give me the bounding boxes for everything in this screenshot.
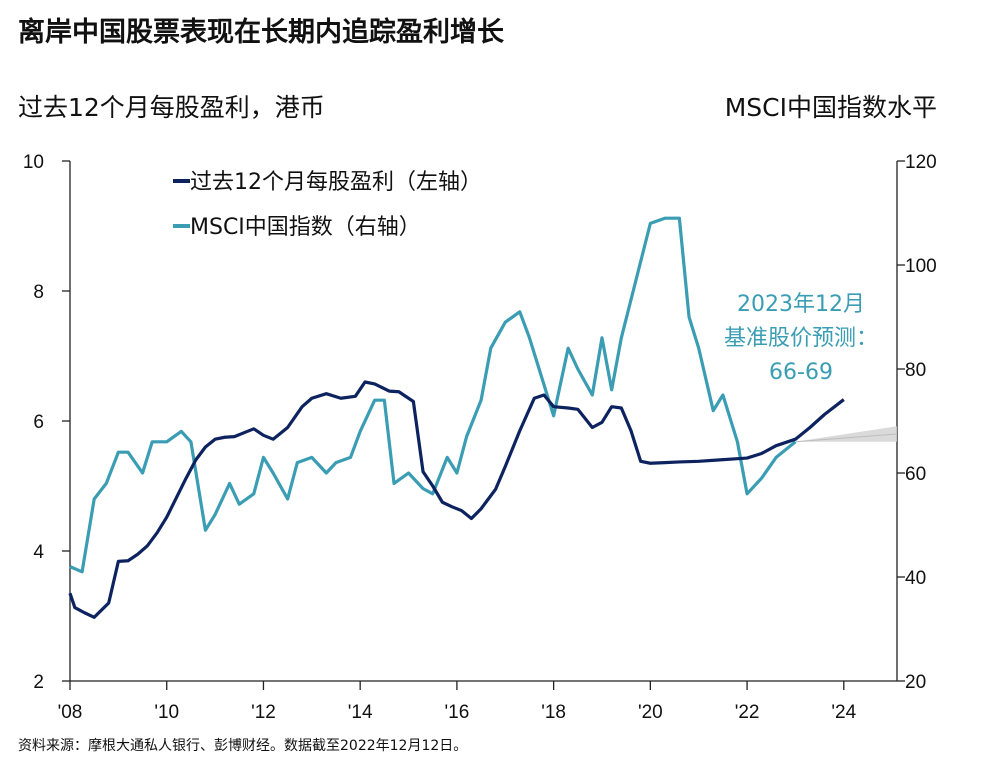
- left-tick-label: 10: [23, 152, 44, 173]
- x-tick-label: '20: [638, 702, 663, 723]
- x-tick-label: '08: [58, 702, 83, 723]
- right-axis-unit-label: MSCI中国指数水平: [724, 93, 937, 122]
- right-tick-label: 20: [905, 672, 926, 693]
- eps-line: [68, 380, 845, 619]
- forecast-band: [795, 426, 897, 442]
- x-tick-label: '10: [154, 702, 179, 723]
- right-tick-label: 60: [905, 464, 926, 485]
- right-tick-label: 120: [905, 152, 937, 173]
- forecast-annotation-line: 2023年12月: [737, 292, 865, 317]
- forecast-annotation-line: 基准股价预测：: [724, 326, 878, 351]
- left-tick-label: 8: [33, 282, 44, 303]
- x-tick-label: '16: [445, 702, 470, 723]
- right-tick-label: 100: [905, 256, 937, 277]
- right-tick-label: 80: [905, 360, 926, 381]
- msci-index-line: [69, 216, 797, 574]
- forecast-band-midline: [795, 433, 898, 443]
- left-tick-label: 6: [33, 412, 44, 433]
- x-tick-label: '18: [541, 702, 566, 723]
- left-tick-label: 4: [33, 542, 44, 563]
- x-tick-label: '12: [251, 702, 276, 723]
- source-note: 资料来源：摩根大通私人银行、彭博财经。数据截至2022年12月12日。: [18, 738, 468, 754]
- legend-label-index: MSCI中国指数（右轴）: [190, 215, 421, 240]
- right-tick-label: 40: [905, 568, 926, 589]
- x-tick-label: '24: [831, 702, 856, 723]
- legend-label-eps: 过去12个月每股盈利（左轴）: [190, 170, 482, 195]
- left-tick-label: 2: [33, 672, 44, 693]
- chart-title: 离岸中国股票表现在长期内追踪盈利增长: [18, 17, 504, 48]
- forecast-annotation-line: 66-69: [769, 360, 833, 385]
- x-tick-label: '22: [735, 702, 760, 723]
- x-tick-label: '14: [348, 702, 373, 723]
- left-axis-unit-label: 过去12个月每股盈利，港币: [18, 93, 325, 122]
